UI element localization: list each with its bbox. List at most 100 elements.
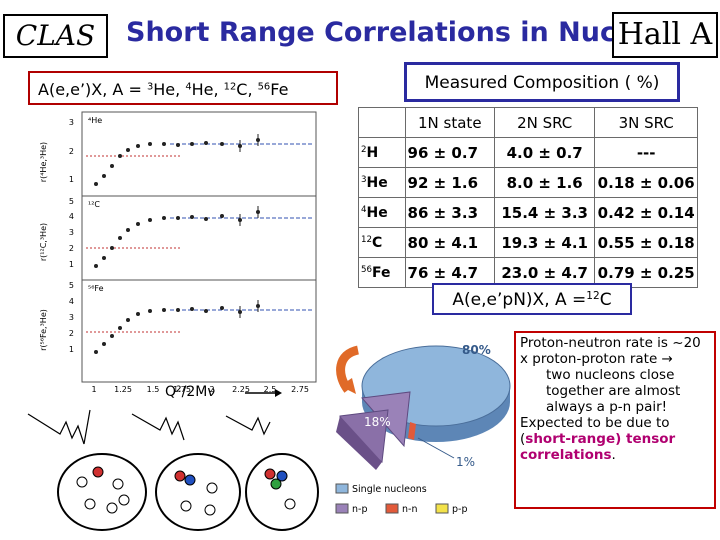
one-nucleon-cell: 80 ± 4.1 xyxy=(404,227,496,258)
data-points-fe56 xyxy=(94,304,260,354)
pie-label-single: 80% xyxy=(462,343,491,357)
leader-line xyxy=(417,437,455,459)
data-point xyxy=(162,142,166,146)
two-nucleon-src-cell: 23.0 ± 4.7 xyxy=(494,257,596,288)
data-point xyxy=(176,308,180,312)
table-header-cell xyxy=(358,107,406,138)
data-point xyxy=(220,142,224,146)
data-point xyxy=(190,307,194,311)
nucleus-diagram xyxy=(131,413,241,531)
pie-label-nn: 1% xyxy=(456,455,475,469)
data-point xyxy=(176,143,180,147)
arrow-right-icon xyxy=(245,389,282,397)
legend-swatch xyxy=(335,483,349,494)
data-point xyxy=(220,214,224,218)
one-nucleon-cell: 92 ± 1.6 xyxy=(404,167,496,198)
clas-logo: CLAS xyxy=(3,14,108,58)
data-point xyxy=(204,141,208,145)
data-point xyxy=(94,350,98,354)
y-tick-label: 1 xyxy=(69,345,74,354)
table-row: 56Fe 76 ± 4.7 23.0 ± 4.7 0.79 ± 0.25 xyxy=(358,257,698,288)
legend-swatch xyxy=(385,503,399,514)
y-tick-label: 2 xyxy=(69,147,74,156)
x-tick-label: 1.5 xyxy=(147,385,160,394)
hall-a-logo: Hall A xyxy=(612,12,718,58)
data-point xyxy=(110,164,114,168)
legend-label: Single nucleons xyxy=(352,484,427,495)
plot-frame xyxy=(81,111,317,383)
data-points-c12 xyxy=(94,210,260,268)
legend-label: n-p xyxy=(352,504,367,515)
data-point xyxy=(102,174,106,178)
x-tick-label: 2.5 xyxy=(264,385,277,394)
composition-pie-chart: 80% 18% 1% Single nucleons n-p n-n p-p xyxy=(335,343,511,515)
table-row: 12C 80 ± 4.1 19.3 ± 4.1 0.55 ± 0.18 xyxy=(358,227,698,258)
nucleus-cell: 56Fe xyxy=(358,257,406,288)
data-point xyxy=(148,142,152,146)
data-point xyxy=(136,312,140,316)
data-point xyxy=(190,215,194,219)
nucleus-cell: 3He xyxy=(358,167,406,198)
pie-legend: Single nucleons n-p n-n p-p xyxy=(335,483,468,515)
note-highlight: short-range) tensor correlations xyxy=(520,431,676,463)
nucleus-illustrations xyxy=(27,409,319,531)
data-point xyxy=(204,217,208,221)
three-nucleon-src-cell: --- xyxy=(594,137,698,168)
data-point xyxy=(136,222,140,226)
data-point xyxy=(162,308,166,312)
legend-swatch xyxy=(435,503,449,514)
data-point xyxy=(136,144,140,148)
data-point xyxy=(118,236,122,240)
legend-label: n-n xyxy=(402,504,417,515)
y-axis-label: r(¹²C,³He) xyxy=(39,223,48,261)
y-tick-label: 5 xyxy=(69,281,74,290)
x-tick-label: 1.75 xyxy=(173,385,191,394)
x-tick-label: 2.75 xyxy=(291,385,309,394)
note-line: Expected to be due to (short-range) tens… xyxy=(520,415,676,463)
conclusion-note: Proton-neutron rate is ~20 x proton-prot… xyxy=(514,331,716,509)
data-point xyxy=(148,218,152,222)
table-row: 3He 92 ± 1.6 8.0 ± 1.6 0.18 ± 0.06 xyxy=(358,167,698,198)
data-point xyxy=(190,142,194,146)
one-nucleon-cell: 76 ± 4.7 xyxy=(404,257,496,288)
three-nucleon-src-cell: 0.55 ± 0.18 xyxy=(594,227,698,258)
x-axis-label: Q²/2Mν xyxy=(165,384,216,400)
y-tick-label: 3 xyxy=(69,118,74,127)
table-header-cell: 2N SRC xyxy=(494,107,596,138)
nucleus-diagram xyxy=(225,415,319,531)
composition-heading: Measured Composition ( %) xyxy=(404,62,680,102)
data-point xyxy=(148,309,152,313)
page-title: Short Range Correlations in Nuclei xyxy=(126,17,653,48)
one-nucleon-cell: 86 ± 3.3 xyxy=(404,197,496,228)
two-nucleon-src-cell: 15.4 ± 3.3 xyxy=(494,197,596,228)
data-point xyxy=(118,154,122,158)
y-tick-label: 3 xyxy=(69,228,74,237)
error-bars xyxy=(239,134,259,318)
legend-swatch xyxy=(335,503,349,514)
table-row: 4He 86 ± 3.3 15.4 ± 3.3 0.42 ± 0.14 xyxy=(358,197,698,228)
nn-slice xyxy=(408,422,416,440)
legend-label: p-p xyxy=(452,504,468,515)
data-point xyxy=(126,228,130,232)
three-nucleon-src-cell: 0.42 ± 0.14 xyxy=(594,197,698,228)
data-points-he4 xyxy=(94,138,260,186)
two-nucleon-src-cell: 8.0 ± 1.6 xyxy=(494,167,596,198)
one-nucleon-cell: 96 ± 0.7 xyxy=(404,137,496,168)
y-tick-label: 1 xyxy=(69,260,74,269)
y-axis-label: r(⁴He,³He) xyxy=(39,142,48,182)
reaction-subtitle: A(e,e’)X, A = 3He, 4He, 12C, 56Fe xyxy=(28,71,338,105)
data-point xyxy=(176,216,180,220)
ratio-plot: ⁴He ¹²C ⁵⁶Fe r(⁴He,³He) r(¹²C,³He) r(⁵⁶F… xyxy=(39,111,317,394)
x-tick-label: 2.25 xyxy=(232,385,250,394)
x-tick-label: 1.25 xyxy=(114,385,132,394)
composition-table: 1N state 2N SRC 3N SRC 2H 96 ± 0.7 4.0 ±… xyxy=(358,107,698,288)
data-point xyxy=(110,334,114,338)
table-header-cell: 3N SRC xyxy=(594,107,698,138)
panel-label: ¹²C xyxy=(88,200,100,209)
arrow-head-icon xyxy=(340,378,356,394)
reaction-label: A(e,e’pN)X, A =12C xyxy=(432,283,632,315)
nucleus-cell: 2H xyxy=(358,137,406,168)
three-nucleon-src-cell: 0.18 ± 0.06 xyxy=(594,167,698,198)
data-point xyxy=(110,246,114,250)
y-tick-label: 4 xyxy=(69,212,74,221)
